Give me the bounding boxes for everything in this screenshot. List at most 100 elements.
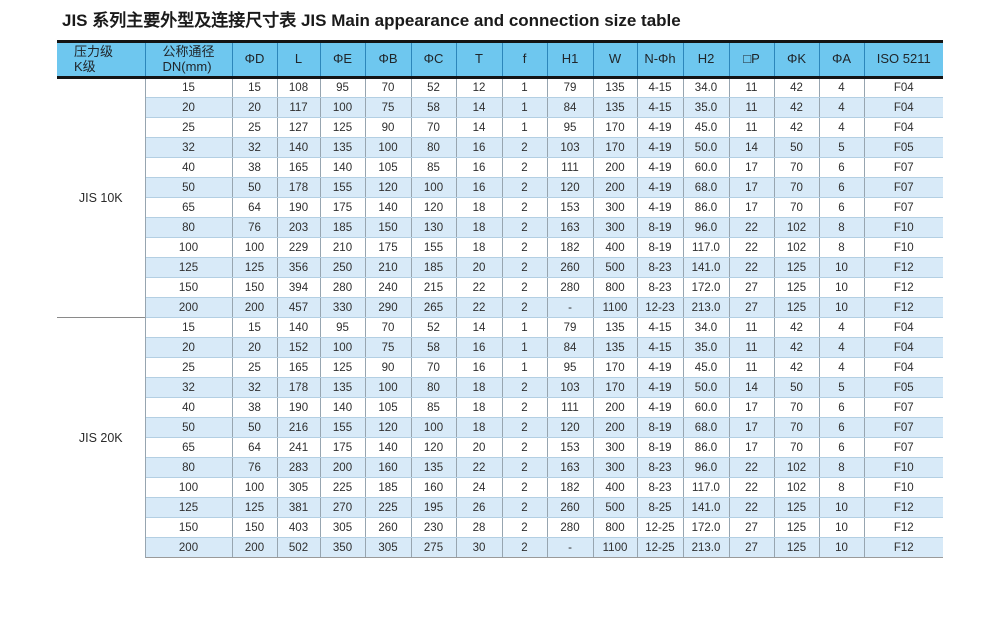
table-cell: 210 [320,237,366,258]
table-cell: F04 [864,77,943,98]
table-cell: 24 [456,477,503,498]
table-cell: 170 [593,137,638,158]
table-cell: F12 [864,537,943,558]
table-cell: 8-23 [637,257,684,278]
table-cell: F05 [864,377,943,398]
table-cell: 105 [365,397,412,418]
table-cell: 15 [232,317,278,338]
table-row: 100 100 229 210 175 155 18 2 182 400 8-19 117.0 22 10… [57,237,943,258]
table-cell: 182 [547,477,594,498]
table-cell: 200 [593,397,638,418]
table-cell: 141.0 [683,257,730,278]
table-cell: F10 [864,217,943,238]
table-cell: 20 [145,97,233,118]
table-cell: 70 [411,117,457,138]
table-cell: 18 [456,197,503,218]
table-cell: 80 [145,217,233,238]
table-cell: 70 [774,177,820,198]
table-cell: 42 [774,317,820,338]
table-cell: 125 [232,257,278,278]
table-cell: 16 [456,137,503,158]
table-cell: 300 [593,437,638,458]
table-cell: 10 [819,537,865,558]
table-cell: 27 [729,517,775,538]
table-cell: 4-19 [637,137,684,158]
table-cell: 22 [456,277,503,298]
table-cell: 153 [547,197,594,218]
table-cell: 103 [547,377,594,398]
table-cell: 38 [232,157,278,178]
table-cell: 280 [320,277,366,298]
table-cell: 100 [365,377,412,398]
table-cell: F12 [864,277,943,298]
table-cell: 175 [320,437,366,458]
table-cell: F12 [864,497,943,518]
column-header-2: ΦD [231,40,277,79]
table-cell: F10 [864,477,943,498]
table-cell: 11 [729,117,775,138]
table-cell: 160 [411,477,457,498]
table-cell: 20 [456,437,503,458]
table-row: 125 125 356 250 210 185 20 2 260 500 8-23 141.0 22 12… [57,257,943,278]
table-cell: 2 [502,497,548,518]
table-cell: 32 [232,377,278,398]
table-cell: 102 [774,217,820,238]
table-cell: 8 [819,217,865,238]
column-header-9: H1 [546,40,593,79]
table-cell: 45.0 [683,117,730,138]
table-cell: F04 [864,117,943,138]
table-cell: 165 [277,357,321,378]
table-cell: - [547,537,594,558]
table-cell: 150 [232,517,278,538]
column-header-5: ΦB [364,40,411,79]
table-cell: 300 [593,197,638,218]
table-cell: 8 [819,457,865,478]
table-cell: 105 [365,157,412,178]
table-cell: 270 [320,497,366,518]
table-cell: 4 [819,337,865,358]
table-cell: 178 [277,177,321,198]
table-cell: 300 [593,457,638,478]
table-cell: 4 [819,117,865,138]
table-cell: 10 [819,297,865,318]
table-cell: 500 [593,497,638,518]
table-cell: 125 [145,257,233,278]
table-cell: 20 [232,97,278,118]
table-cell: 11 [729,97,775,118]
table-cell: 80 [411,377,457,398]
table-cell: 8 [819,477,865,498]
table-cell: 280 [547,517,594,538]
table-cell: 120 [365,177,412,198]
column-header-16: ISO 5211 [863,40,943,79]
table-body: JIS 10K 15 15 108 95 70 52 12 1 79 135 4-15 34.0 11 42… [57,77,943,558]
table-cell: F12 [864,257,943,278]
table-cell: 50.0 [683,377,730,398]
column-header-7: T [455,40,502,79]
table-cell: 140 [277,137,321,158]
table-cell: 330 [320,297,366,318]
table-cell: 305 [320,517,366,538]
table-cell: 4-19 [637,197,684,218]
table-cell: 155 [320,177,366,198]
table-cell: 95 [320,317,366,338]
table-cell: 356 [277,257,321,278]
column-header-4: ΦE [319,40,365,79]
table-cell: 52 [411,317,457,338]
table-cell: 100 [320,97,366,118]
table-cell: 125 [774,497,820,518]
table-cell: 170 [593,117,638,138]
table-row: 32 32 140 135 100 80 16 2 103 170 4-19 50.0 14 50 5 F05 [57,137,943,158]
table-cell: 34.0 [683,77,730,98]
table-cell: 15 [232,77,278,98]
table-cell: 290 [365,297,412,318]
table-cell: 135 [593,337,638,358]
table-cell: 155 [320,417,366,438]
table-cell: 100 [145,477,233,498]
table-cell: 125 [320,357,366,378]
table-cell: 76 [232,217,278,238]
table-cell: 10 [819,257,865,278]
table-cell: 135 [411,457,457,478]
table-cell: 50.0 [683,137,730,158]
table-cell: 4-19 [637,157,684,178]
table-cell: 240 [365,277,412,298]
